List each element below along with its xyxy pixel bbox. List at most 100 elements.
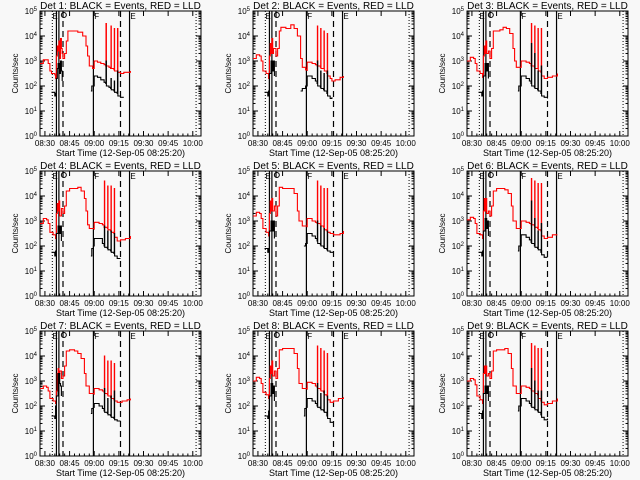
x-tick-label: 10:00 <box>610 459 631 468</box>
x-tick-label: 09:30 <box>133 139 154 148</box>
x-tick-label: 10:00 <box>183 459 204 468</box>
series-events-line <box>300 60 333 100</box>
x-tick-label: 09:45 <box>158 139 179 148</box>
series-events-line <box>264 220 275 253</box>
series-events-line <box>303 382 334 423</box>
x-axis-label: Start Time (12-Sep-05 08:25:20) <box>56 308 185 318</box>
marker-flag: F <box>521 332 526 341</box>
y-tick-label: 100 <box>25 132 38 141</box>
series-lld-line <box>253 345 344 403</box>
x-tick-label: 08:45 <box>60 139 81 148</box>
x-tick-label: 09:30 <box>560 139 581 148</box>
y-tick-label: 105 <box>25 327 38 336</box>
y-axis-label: Counts/sec <box>11 53 20 93</box>
x-axis-label: Start Time (12-Sep-05 08:25:20) <box>56 468 185 478</box>
marker-flag: E <box>557 332 562 341</box>
marker-flag: F <box>307 332 312 341</box>
y-tick-label: 100 <box>25 292 38 301</box>
panel-det-7: Det 7: BLACK = Events, RED = LLD 100 101 10… <box>11 321 203 478</box>
y-tick-label: 100 <box>238 132 251 141</box>
panel-det-1: Det 1: BLACK = Events, RED = LLD 100 101 10… <box>11 1 203 158</box>
marker-flag: E <box>557 172 562 181</box>
x-tick-label: 09:45 <box>158 299 179 308</box>
marker-flag: E <box>52 332 57 341</box>
y-tick-label: 105 <box>25 7 38 16</box>
marker-flag: E <box>343 332 348 341</box>
y-tick-label: 104 <box>452 32 465 41</box>
marker-circle <box>487 12 494 18</box>
panel-title: Det 9: BLACK = Events, RED = LLD <box>467 321 628 332</box>
x-tick-label: 09:15 <box>536 459 557 468</box>
marker-flag: E <box>557 12 562 21</box>
y-tick-label: 102 <box>25 82 38 91</box>
x-tick-label: 08:30 <box>35 139 56 148</box>
marker-flag: E <box>265 172 270 181</box>
x-tick-label: 08:45 <box>60 299 81 308</box>
y-tick-label: 104 <box>452 352 465 361</box>
series-lld-line <box>467 342 558 406</box>
series-lld-line <box>40 349 131 405</box>
y-tick-label: 100 <box>452 292 465 301</box>
series-events-line <box>51 372 62 420</box>
x-tick-label: 10:00 <box>183 139 204 148</box>
panel-title: Det 8: BLACK = Events, RED = LLD <box>253 321 414 332</box>
series-events-line <box>478 62 489 97</box>
marker-circle <box>60 332 67 338</box>
series-events-line <box>90 225 121 260</box>
y-tick-label: 103 <box>238 377 251 386</box>
x-axis-label: Start Time (12-Sep-05 08:25:20) <box>269 148 398 158</box>
marker-circle <box>487 332 494 338</box>
y-tick-label: 105 <box>238 7 251 16</box>
marker-circle <box>60 12 67 18</box>
marker-flag: E <box>265 332 270 341</box>
panel-det-4: Det 4: BLACK = Events, RED = LLD 100 101 10… <box>11 161 203 318</box>
panel-det-2: Det 2: BLACK = Events, RED = LLD 100 101 10… <box>224 1 416 158</box>
marker-flag: F <box>94 172 99 181</box>
x-tick-label: 08:30 <box>462 139 483 148</box>
y-tick-label: 100 <box>452 132 465 141</box>
marker-flag: F <box>94 332 99 341</box>
series-lld-line <box>253 24 344 82</box>
panel-title: Det 5: BLACK = Events, RED = LLD <box>253 161 414 172</box>
y-tick-label: 102 <box>238 402 251 411</box>
y-tick-label: 103 <box>238 217 251 226</box>
x-axis-label: Start Time (12-Sep-05 08:25:20) <box>483 308 612 318</box>
x-tick-label: 09:45 <box>371 299 392 308</box>
x-tick-label: 08:45 <box>487 459 508 468</box>
marker-flag: E <box>479 332 484 341</box>
marker-circle <box>273 172 280 178</box>
x-tick-label: 09:15 <box>322 139 343 148</box>
x-tick-label: 09:00 <box>84 139 105 148</box>
y-tick-label: 104 <box>25 352 38 361</box>
y-tick-label: 103 <box>452 377 465 386</box>
series-events-line <box>517 42 549 99</box>
y-tick-label: 102 <box>25 402 38 411</box>
x-tick-label: 09:30 <box>133 299 154 308</box>
x-tick-label: 10:00 <box>610 139 631 148</box>
series-events-line <box>517 200 548 258</box>
panel-det-5: Det 5: BLACK = Events, RED = LLD 100 101 10… <box>224 161 416 318</box>
x-axis-label: Start Time (12-Sep-05 08:25:20) <box>269 468 398 478</box>
y-tick-label: 101 <box>25 107 38 116</box>
x-tick-label: 09:00 <box>511 299 532 308</box>
x-tick-label: 09:30 <box>560 459 581 468</box>
x-tick-label: 09:30 <box>560 299 581 308</box>
x-tick-label: 08:45 <box>273 459 294 468</box>
panel-title: Det 1: BLACK = Events, RED = LLD <box>40 1 201 12</box>
x-tick-label: 09:30 <box>133 459 154 468</box>
y-tick-label: 100 <box>238 452 251 461</box>
series-lld-line <box>467 177 558 240</box>
y-axis-label: Counts/sec <box>438 53 447 93</box>
marker-flag: E <box>130 12 135 21</box>
y-tick-label: 104 <box>238 192 251 201</box>
marker-flag: F <box>307 172 312 181</box>
y-axis-label: Counts/sec <box>11 373 20 413</box>
panel-det-9: Det 9: BLACK = Events, RED = LLD 100 101 10… <box>438 321 630 478</box>
y-tick-label: 103 <box>452 217 465 226</box>
x-tick-label: 09:15 <box>109 459 130 468</box>
series-lld-line <box>467 22 558 80</box>
y-tick-label: 104 <box>238 32 251 41</box>
